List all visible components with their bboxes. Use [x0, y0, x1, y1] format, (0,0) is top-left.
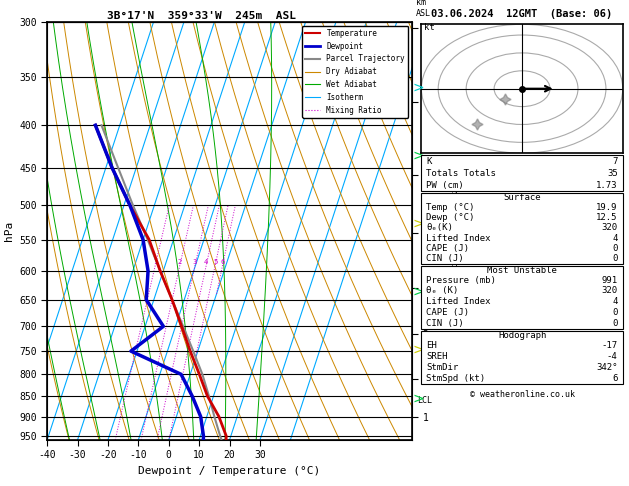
Text: 7: 7 — [612, 156, 618, 166]
Text: -4: -4 — [607, 352, 618, 361]
Text: Pressure (mb): Pressure (mb) — [426, 276, 496, 284]
Text: >: > — [413, 343, 424, 357]
Text: 12.5: 12.5 — [596, 213, 618, 222]
Text: >: > — [413, 285, 424, 298]
Text: Lifted Index: Lifted Index — [426, 234, 491, 243]
Text: Totals Totals: Totals Totals — [426, 169, 496, 178]
Text: 3: 3 — [193, 259, 198, 265]
Text: >: > — [413, 392, 424, 405]
Text: >: > — [413, 149, 424, 162]
Text: 0: 0 — [612, 254, 618, 263]
Text: >: > — [413, 81, 424, 94]
Text: Dewp (°C): Dewp (°C) — [426, 213, 475, 222]
Text: 5: 5 — [213, 259, 218, 265]
Text: Surface: Surface — [503, 193, 541, 202]
X-axis label: Dewpoint / Temperature (°C): Dewpoint / Temperature (°C) — [138, 466, 321, 476]
Text: © weatheronline.co.uk: © weatheronline.co.uk — [470, 390, 574, 399]
Text: km
ASL: km ASL — [416, 0, 431, 17]
Text: θₑ (K): θₑ (K) — [426, 286, 459, 295]
Text: 342°: 342° — [596, 363, 618, 372]
Text: 991: 991 — [601, 276, 618, 284]
Text: 19.9: 19.9 — [596, 203, 618, 212]
Text: Lifted Index: Lifted Index — [426, 297, 491, 306]
Text: -17: -17 — [601, 341, 618, 350]
Text: 4: 4 — [612, 234, 618, 243]
Text: 1.73: 1.73 — [596, 181, 618, 190]
Text: 35: 35 — [607, 169, 618, 178]
Text: >: > — [413, 217, 424, 230]
Text: 0: 0 — [612, 244, 618, 253]
Text: 4: 4 — [204, 259, 209, 265]
Text: 1: 1 — [153, 259, 158, 265]
Text: StmSpd (kt): StmSpd (kt) — [426, 374, 486, 383]
Text: 2: 2 — [178, 259, 182, 265]
Text: 3B°17'N  359°33'W  245m  ASL: 3B°17'N 359°33'W 245m ASL — [107, 11, 296, 21]
Text: Mixing Ratio (g/kg): Mixing Ratio (g/kg) — [451, 180, 460, 282]
Y-axis label: hPa: hPa — [4, 221, 14, 241]
Text: Temp (°C): Temp (°C) — [426, 203, 475, 212]
Text: 320: 320 — [601, 286, 618, 295]
Text: 320: 320 — [601, 224, 618, 232]
Text: 4: 4 — [612, 297, 618, 306]
Text: SREH: SREH — [426, 352, 448, 361]
Text: PW (cm): PW (cm) — [426, 181, 464, 190]
Legend: Temperature, Dewpoint, Parcel Trajectory, Dry Adiabat, Wet Adiabat, Isotherm, Mi: Temperature, Dewpoint, Parcel Trajectory… — [302, 26, 408, 118]
Text: 6: 6 — [220, 259, 225, 265]
Text: Most Unstable: Most Unstable — [487, 266, 557, 275]
Text: 03.06.2024  12GMT  (Base: 06): 03.06.2024 12GMT (Base: 06) — [431, 9, 613, 19]
Text: CAPE (J): CAPE (J) — [426, 244, 469, 253]
Text: Hodograph: Hodograph — [498, 331, 546, 340]
Text: LCL: LCL — [418, 396, 433, 405]
Text: θₑ(K): θₑ(K) — [426, 224, 454, 232]
Text: 0: 0 — [612, 308, 618, 317]
Text: K: K — [426, 156, 432, 166]
Text: EH: EH — [426, 341, 437, 350]
Text: 0: 0 — [612, 319, 618, 328]
Text: CIN (J): CIN (J) — [426, 319, 464, 328]
Text: CIN (J): CIN (J) — [426, 254, 464, 263]
Text: kt: kt — [424, 23, 435, 32]
Text: 6: 6 — [612, 374, 618, 383]
Text: CAPE (J): CAPE (J) — [426, 308, 469, 317]
Text: StmDir: StmDir — [426, 363, 459, 372]
